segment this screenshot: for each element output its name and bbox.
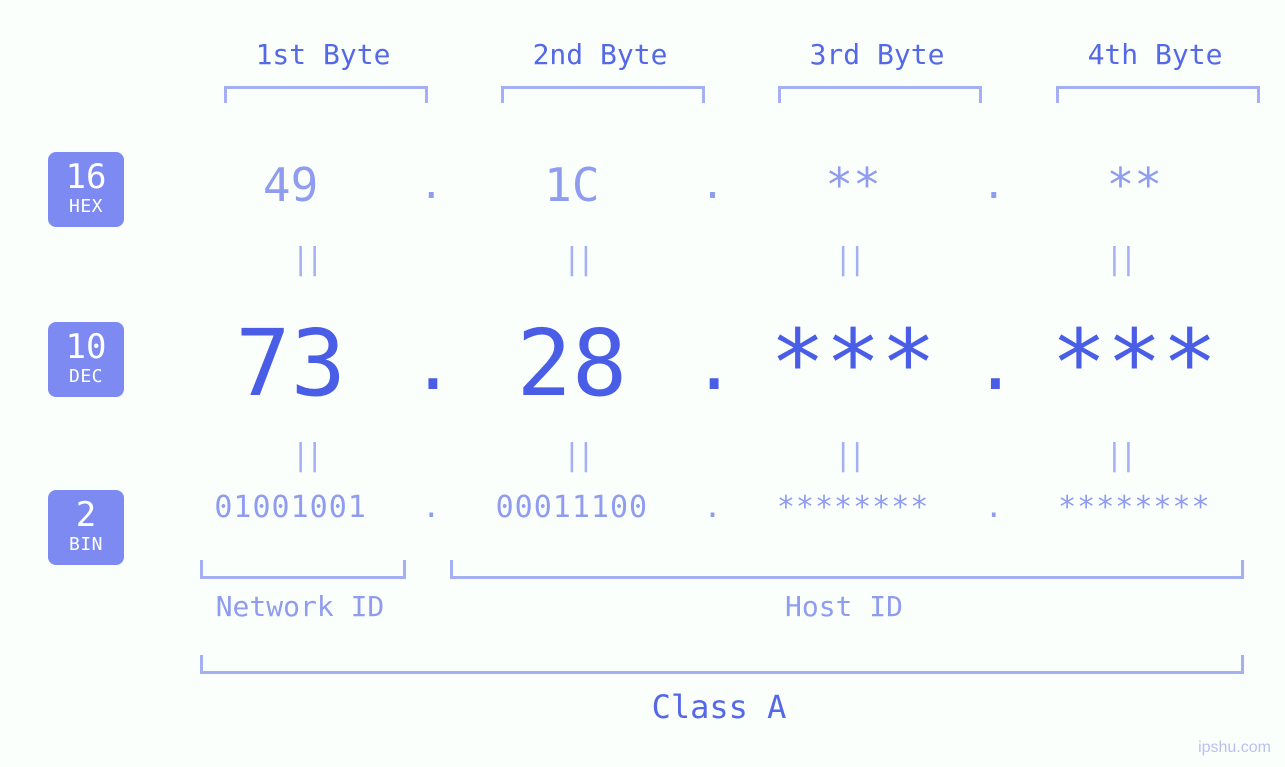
equals-row-2: || || || || [170,438,1255,473]
network-bracket [200,560,406,579]
bin-byte-4: ******** [1014,490,1255,525]
top-bracket-1 [224,86,428,103]
hex-byte-4: ** [1014,158,1255,212]
equals-icon: || [984,438,1255,473]
byte-header-3: 3rd Byte [762,38,992,71]
hex-byte-1: 49 [170,158,411,212]
hex-byte-3: ** [733,158,974,212]
row-bin: 01001001 . 00011100 . ******** . *******… [170,490,1255,525]
dot-icon: . [411,322,451,406]
dot-icon: . [693,322,733,406]
dec-byte-3: *** [733,310,974,417]
badge-dec-label: DEC [48,366,124,387]
byte-header-1: 1st Byte [208,38,438,71]
equals-icon: || [441,438,712,473]
badge-bin-label: BIN [48,534,124,555]
dot-icon: . [974,162,1014,208]
dec-byte-4: *** [1014,310,1255,417]
top-bracket-4 [1056,86,1260,103]
dec-byte-2: 28 [451,310,692,417]
top-bracket-2 [501,86,705,103]
badge-bin: 2 BIN [48,490,124,565]
host-bracket [450,560,1244,579]
equals-icon: || [441,242,712,277]
network-id-label: Network ID [200,590,400,623]
dot-icon: . [411,162,451,208]
equals-icon: || [713,438,984,473]
equals-icon: || [713,242,984,277]
class-bracket [200,655,1244,674]
row-hex: 49 . 1C . ** . ** [170,158,1255,212]
bin-byte-1: 01001001 [170,490,411,525]
dot-icon: . [693,162,733,208]
dot-icon: . [974,490,1014,525]
badge-dec-radix: 10 [48,330,124,364]
dot-icon: . [411,490,451,525]
equals-row-1: || || || || [170,242,1255,277]
badge-hex-radix: 16 [48,160,124,194]
equals-icon: || [984,242,1255,277]
watermark: ipshu.com [1198,739,1271,757]
dot-icon: . [693,490,733,525]
dot-icon: . [974,322,1014,406]
byte-header-4: 4th Byte [1040,38,1270,71]
bin-byte-3: ******** [733,490,974,525]
equals-icon: || [170,242,441,277]
class-label: Class A [200,688,1238,726]
host-id-label: Host ID [450,590,1238,623]
badge-dec: 10 DEC [48,322,124,397]
top-bracket-3 [778,86,982,103]
badge-bin-radix: 2 [48,498,124,532]
byte-header-2: 2nd Byte [485,38,715,71]
hex-byte-2: 1C [451,158,692,212]
dec-byte-1: 73 [170,310,411,417]
badge-hex-label: HEX [48,196,124,217]
row-dec: 73 . 28 . *** . *** [170,310,1255,417]
equals-icon: || [170,438,441,473]
badge-hex: 16 HEX [48,152,124,227]
bin-byte-2: 00011100 [451,490,692,525]
